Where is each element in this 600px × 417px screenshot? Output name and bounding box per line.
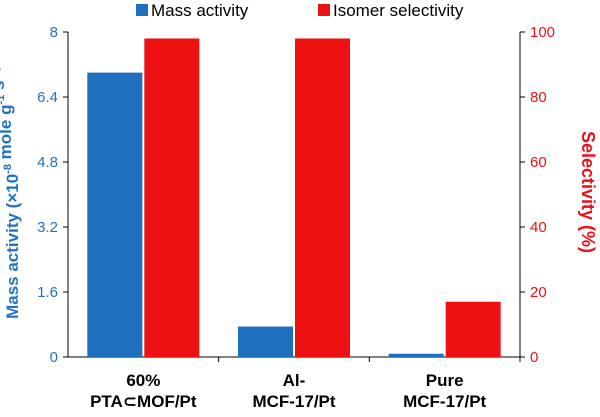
y-tick-label-right: 0: [530, 349, 538, 366]
axes: [67, 32, 521, 358]
x-tick-label: Al-: [283, 371, 306, 390]
x-tick-label: PTA⊂MOF/Pt: [90, 392, 197, 411]
bar-mass-activity: [238, 326, 293, 357]
y-tick-label-left: 1.6: [37, 284, 58, 301]
bar-mass-activity: [87, 72, 143, 357]
y-tick-label-left: 0: [50, 349, 58, 366]
x-tick-label: MCF-17/Pt: [252, 392, 335, 411]
bar-isomer-selectivity: [295, 38, 350, 357]
y-tick-label-left: 4.8: [37, 154, 58, 171]
bar-isomer-selectivity: [445, 301, 501, 357]
y-axis-label-right: Selectivity (%): [578, 131, 598, 253]
y-tick-label-right: 60: [530, 154, 547, 171]
category-labels: 60% PTA⊂MOF/Pt Al- MCF-17/Pt Pure MCF-17/Pt: [90, 371, 486, 411]
bars: [87, 38, 501, 357]
bar-isomer-selectivity: [144, 38, 200, 357]
x-tick-label: MCF-17/Pt: [403, 392, 486, 411]
legend: Mass activity Isomer selectivity: [136, 1, 464, 20]
legend-swatch: [136, 4, 148, 16]
y-axis-label-left: Mass activity (×10-8 mole g-1 s-1): [0, 65, 22, 319]
y-tick-label-left: 6.4: [37, 89, 58, 106]
x-tick-label: Pure: [426, 371, 464, 390]
y-tick-label-left: 8: [50, 24, 58, 41]
y-tick-label-left: 3.2: [37, 219, 58, 236]
y-tick-label-right: 40: [530, 219, 547, 236]
y-tick-label-right: 80: [530, 89, 547, 106]
y-tick-label-right: 100: [530, 24, 555, 41]
bar-mass-activity: [388, 353, 444, 357]
y-tick-label-right: 20: [530, 284, 547, 301]
x-tick-label: 60%: [126, 371, 160, 390]
legend-label: Isomer selectivity: [333, 1, 464, 20]
legend-swatch: [318, 4, 330, 16]
legend-label: Mass activity: [151, 1, 249, 20]
